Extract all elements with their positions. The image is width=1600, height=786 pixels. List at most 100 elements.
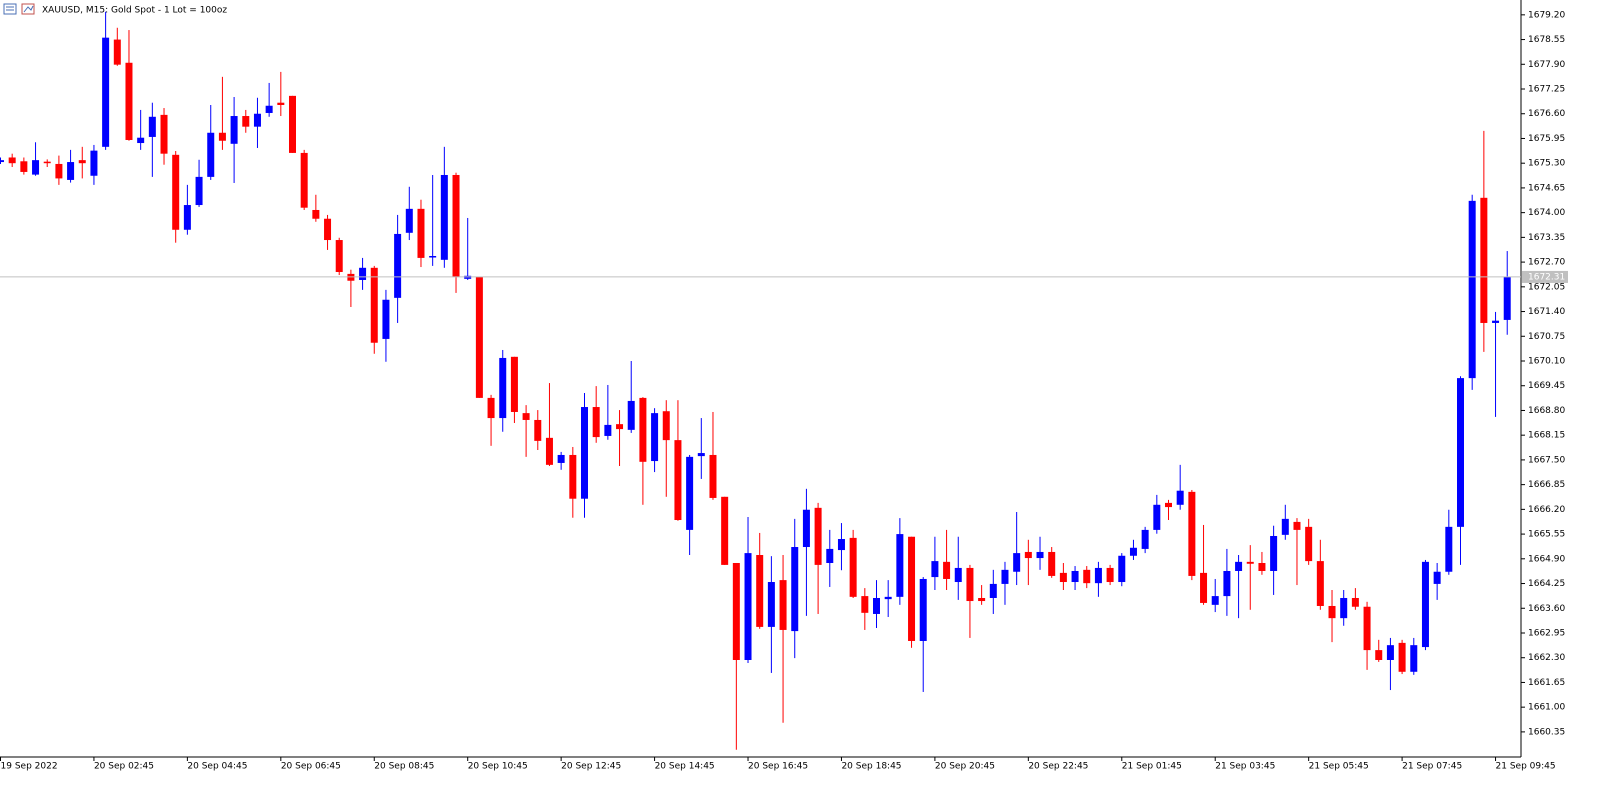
candle-body (265, 105, 273, 113)
candle-body (1129, 547, 1137, 556)
candle-body (686, 456, 694, 530)
candle-body (651, 413, 659, 462)
candle-body (289, 95, 296, 153)
y-tick-label: 1675.30 (1528, 159, 1565, 169)
candle-body (802, 509, 810, 548)
candle-body (697, 453, 705, 457)
candle-body (370, 267, 378, 343)
y-tick-label: 1669.45 (1528, 381, 1565, 391)
candle-body (0, 160, 4, 163)
x-tick-label: 20 Sep 10:45 (468, 762, 528, 772)
candle-body (1118, 555, 1126, 583)
y-tick-label: 1667.50 (1528, 455, 1565, 465)
candle-body (627, 400, 635, 430)
last-price-label: 1672.31 (1528, 272, 1565, 282)
y-tick-label: 1679.20 (1528, 10, 1565, 20)
candle-body (230, 116, 238, 144)
candle-body (78, 160, 86, 164)
candle-body (1270, 535, 1278, 571)
y-tick-label: 1666.20 (1528, 505, 1565, 515)
candle-body (1340, 597, 1348, 619)
y-tick-label: 1674.65 (1528, 183, 1565, 193)
x-tick-label: 20 Sep 04:45 (187, 762, 247, 772)
chart-icon-line (23, 5, 34, 13)
y-tick-label: 1664.25 (1528, 579, 1565, 589)
candle-body (767, 582, 775, 627)
candle-body (218, 132, 226, 141)
y-tick-label: 1673.35 (1528, 233, 1565, 243)
candle-body (522, 413, 530, 420)
candle-body (791, 547, 799, 632)
candle-body (662, 411, 670, 441)
x-tick-label: 20 Sep 14:45 (655, 762, 715, 772)
y-tick-label: 1668.15 (1528, 431, 1565, 441)
candle-body (709, 454, 717, 498)
x-tick-label: 20 Sep 16:45 (748, 762, 808, 772)
y-tick-label: 1663.60 (1528, 604, 1565, 614)
candle-body (1258, 562, 1266, 571)
candle-body (592, 407, 600, 438)
candle-body (814, 507, 822, 565)
candle-body (908, 536, 916, 641)
candle-body (966, 567, 974, 602)
chart-icon (3, 3, 17, 15)
candle-body (1433, 571, 1441, 584)
candle-body (277, 102, 285, 105)
x-tick-label: 19 Sep 2022 (1, 762, 58, 772)
candle-body (1200, 572, 1208, 603)
x-tick-label: 20 Sep 06:45 (281, 762, 341, 772)
y-tick-label: 1671.40 (1528, 307, 1565, 317)
candle-body (545, 437, 553, 465)
candle-body (312, 209, 320, 219)
candle-body (125, 62, 133, 140)
candle-body (55, 163, 63, 179)
candle-body (90, 150, 98, 176)
candle-body (1410, 645, 1418, 672)
candle-body (721, 496, 729, 565)
candle-body (978, 597, 986, 602)
y-tick-label: 1670.75 (1528, 332, 1565, 342)
candle-body (1153, 504, 1161, 530)
candle-body (604, 424, 612, 436)
candle-body (639, 397, 647, 462)
candle-body (67, 162, 75, 180)
x-tick-label: 20 Sep 08:45 (374, 762, 434, 772)
y-tick-label: 1661.00 (1528, 703, 1565, 713)
candle-body (172, 154, 180, 230)
candle-body (207, 132, 215, 177)
y-tick-label: 1677.90 (1528, 60, 1565, 70)
candle-body (1083, 569, 1091, 584)
y-tick-label: 1672.05 (1528, 282, 1565, 292)
candle-body (1246, 561, 1254, 564)
candle-body (137, 137, 145, 144)
chart-icon (21, 3, 35, 15)
candle-body (429, 256, 437, 258)
candle-body (873, 597, 880, 614)
candle-body (1013, 553, 1021, 572)
candle-body (1328, 605, 1336, 619)
candle-body (779, 580, 787, 630)
last-price-box (1522, 270, 1568, 283)
candle-body (1503, 276, 1511, 320)
candle-body (1141, 529, 1149, 549)
y-tick-label: 1662.30 (1528, 653, 1565, 663)
candle-body (756, 555, 764, 627)
candle-body (1421, 561, 1429, 648)
candle-body (861, 596, 869, 613)
candle-body (394, 233, 402, 298)
candle-body (837, 539, 845, 551)
candle-body (1165, 502, 1172, 508)
candle-body (943, 561, 951, 579)
candle-body (1106, 567, 1114, 583)
y-tick-label: 1661.65 (1528, 678, 1565, 688)
candle-body (896, 534, 904, 597)
candle-body (849, 537, 857, 597)
candle-body (616, 424, 624, 430)
candle-body (1001, 569, 1009, 584)
y-tick-label: 1672.70 (1528, 258, 1565, 268)
candle-body (195, 176, 203, 206)
candle-body (359, 267, 367, 280)
x-tick-label: 21 Sep 05:45 (1309, 762, 1369, 772)
y-tick-label: 1676.60 (1528, 109, 1565, 119)
